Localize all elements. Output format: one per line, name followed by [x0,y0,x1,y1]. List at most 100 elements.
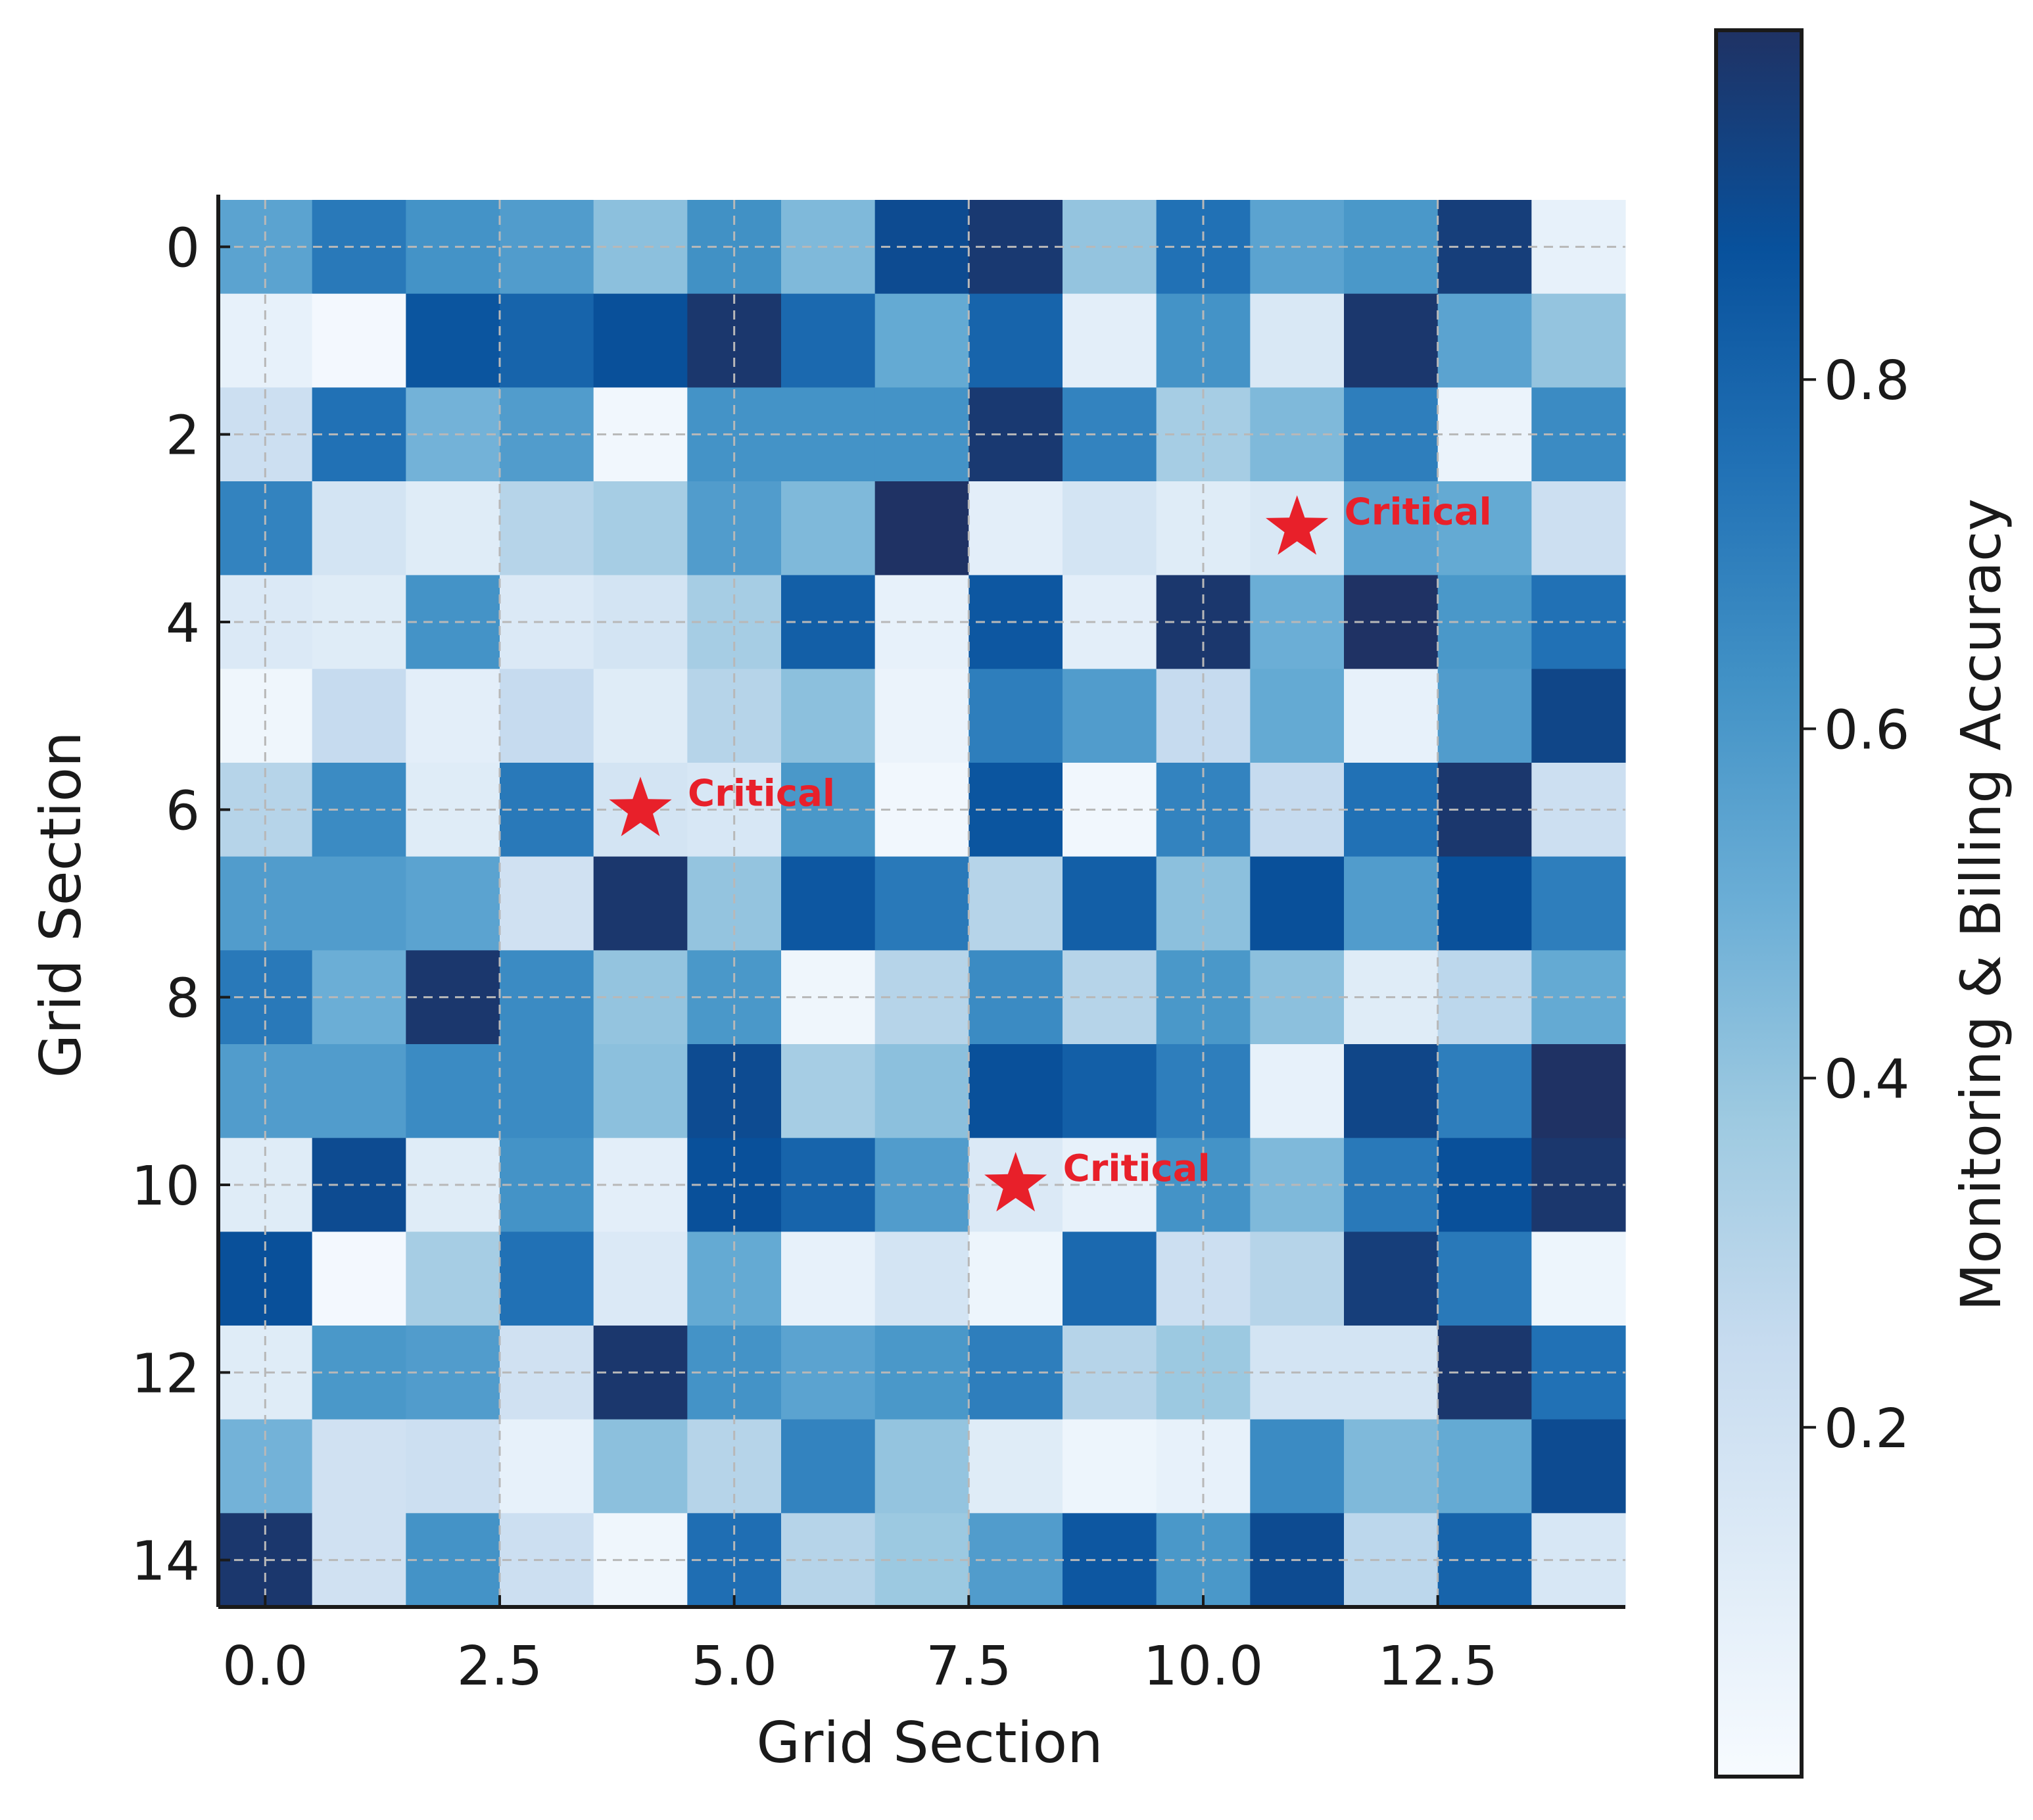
heatmap-cell [874,1232,969,1326]
heatmap-cell [1344,1232,1439,1326]
y-axis-title: Grid Section [28,731,94,1078]
heatmap-cell [593,950,688,1045]
heatmap-cell [1156,293,1251,388]
heatmap-cell [874,200,969,295]
heatmap-cell [781,1044,876,1139]
heatmap-cell [1437,1232,1532,1326]
heatmap-cell [406,575,500,669]
heatmap-cell [781,1513,876,1608]
heatmap-cell [500,1232,594,1326]
heatmap-cell [1156,481,1251,576]
heatmap-cell [593,856,688,951]
heatmap-cell [1250,1232,1345,1326]
heatmap-cell [218,763,313,857]
heatmap-cell [406,1232,500,1326]
heatmap-cell [1531,481,1626,576]
heatmap-cell [406,1044,500,1139]
heatmap-cell [406,1326,500,1420]
heatmap-cell [874,1138,969,1232]
heatmap-cell [500,1326,594,1420]
critical-annotation-label: Critical [1345,491,1492,533]
heatmap-cell [687,856,782,951]
heatmap-cell [1531,1419,1626,1514]
heatmap-cell [969,293,1063,388]
critical-annotation-label: Critical [1063,1147,1210,1190]
heatmap-cell [1531,669,1626,763]
heatmap-cell [500,856,594,951]
heatmap-cell [1531,856,1626,951]
heatmap-cell [500,200,594,295]
heatmap-cell [874,293,969,388]
heatmap-cell [687,387,782,482]
heatmap-cell [687,481,782,576]
heatmap-cell [1344,481,1439,576]
colorbar-tick-label: 0.6 [1824,699,1909,761]
heatmap-cell [874,1326,969,1420]
heatmap-cell [874,856,969,951]
heatmap-cell [781,481,876,576]
heatmap-cell [1063,1419,1157,1514]
heatmap-cell [874,1044,969,1139]
heatmap-cell [312,950,406,1045]
heatmap-cell [406,763,500,857]
heatmap-cell [500,293,594,388]
y-tick-label: 12 [132,1343,200,1405]
heatmap-cell [218,669,313,763]
heatmap-cell [1063,481,1157,576]
heatmap-cell [500,1138,594,1232]
colorbar-tick-label: 0.4 [1824,1049,1909,1111]
colorbar-frame [1714,28,1804,1779]
heatmap-cell [406,200,500,295]
heatmap-cell [1156,669,1251,763]
heatmap-cell [218,387,313,482]
heatmap-cell [1156,856,1251,951]
heatmap-cell [593,1326,688,1420]
heatmap-cell [781,1232,876,1326]
heatmap-cell [1531,1232,1626,1326]
heatmap-cell [312,856,406,951]
heatmap-cell [312,1419,406,1514]
heatmap-cell [781,293,876,388]
heatmap-cell [781,1138,876,1232]
heatmap-cell [874,669,969,763]
heatmap-cell [500,763,594,857]
heatmap-cell [1063,293,1157,388]
heatmap-cell [1063,856,1157,951]
heatmap-cell [781,950,876,1045]
heatmap-cell [781,200,876,295]
y-tick-label: 4 [166,592,200,655]
annotations: Critical Critical Critical [609,491,1492,1212]
heatmap-cell [312,1232,406,1326]
x-tick-label: 7.5 [926,1635,1011,1698]
colorbar-tick-label: 0.2 [1824,1398,1909,1460]
critical-annotation-label: Critical [688,772,835,815]
heatmap-cell [406,856,500,951]
heatmap-cell [1063,1044,1157,1139]
heatmap-cell [218,856,313,951]
critical-star-marker [984,1152,1047,1212]
heatmap-cell [406,387,500,482]
heatmap-cell [1063,669,1157,763]
heatmap-cell [500,1513,594,1608]
heatmap-cell [1344,856,1439,951]
heatmap-cell [312,1138,406,1232]
heatmap-cell [312,1044,406,1139]
heatmap-cell [969,1232,1063,1326]
heatmap-cell [406,950,500,1045]
heatmap-cell [500,1419,594,1514]
heatmap-cell [500,950,594,1045]
heatmap-cell [1437,293,1532,388]
heatmap-cell [312,481,406,576]
heatmap-cell [1063,1232,1157,1326]
heatmap-cell [218,200,313,295]
heatmap-cell [593,575,688,669]
heatmap-cell [1437,856,1532,951]
heatmap-cell [312,1513,406,1608]
heatmap-cell [781,1326,876,1420]
heatmap-cell [781,575,876,669]
heatmap-cell [593,1138,688,1232]
heatmap-cell [874,575,969,669]
heatmap-cell [406,669,500,763]
y-tick-label: 0 [166,217,200,279]
